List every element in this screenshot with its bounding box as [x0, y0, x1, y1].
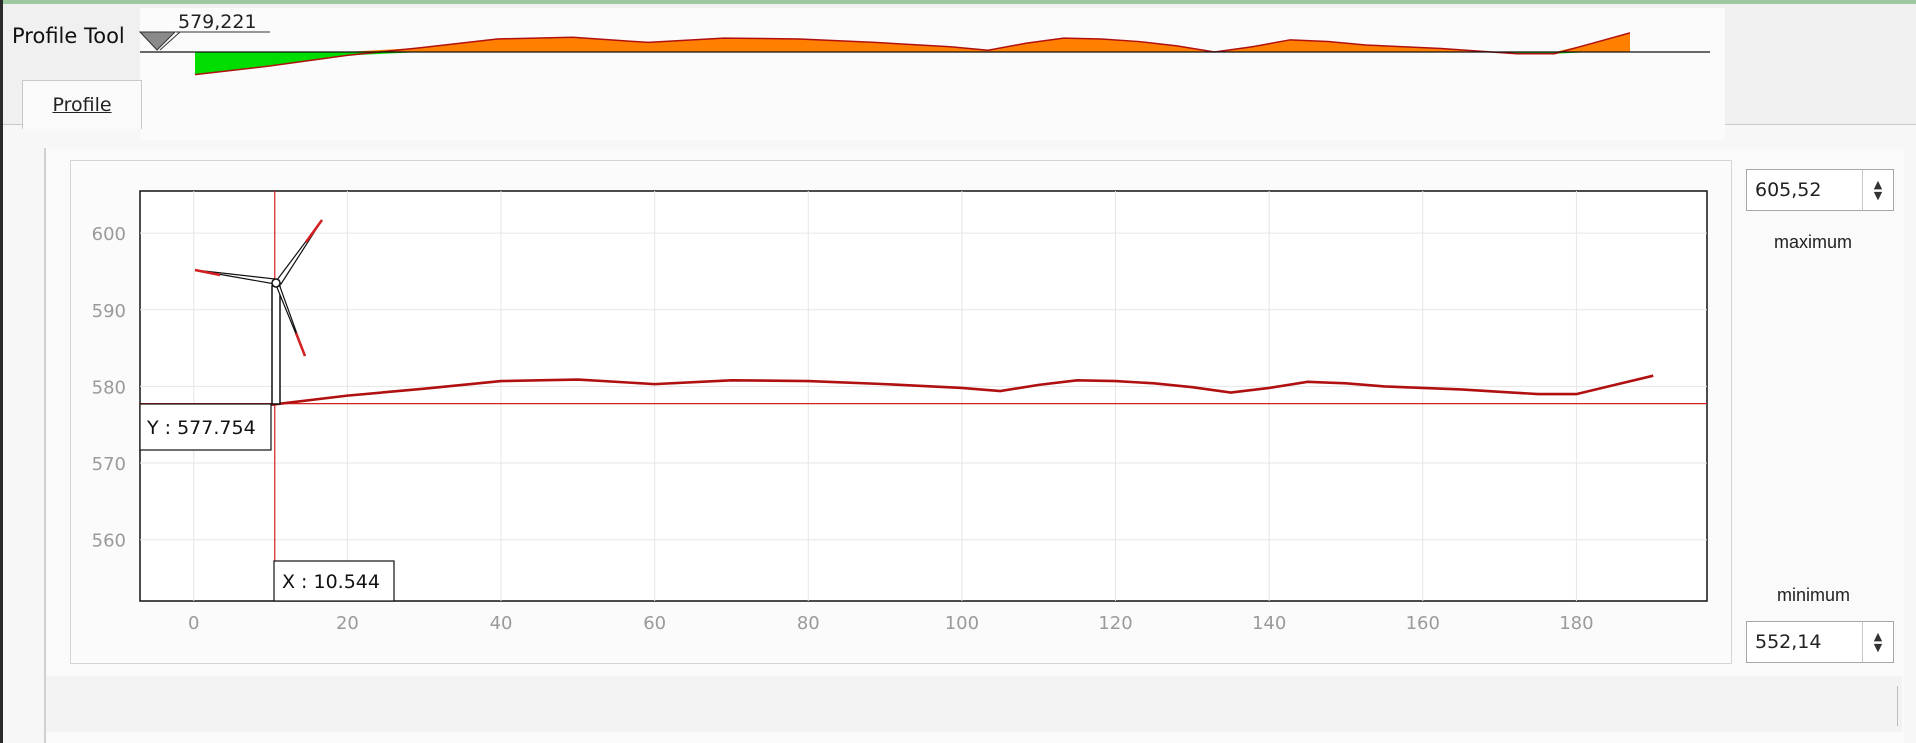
- x-readout-box: X : 10.544: [273, 560, 395, 602]
- maximum-value[interactable]: 605,52: [1755, 179, 1822, 201]
- x-tick-label: 120: [1098, 613, 1132, 634]
- minimum-spinbox[interactable]: 552,14 ▲ ▼: [1746, 621, 1894, 663]
- status-strip: [46, 676, 1902, 732]
- plot-area: [139, 190, 1708, 602]
- y-tick-label: 600: [92, 224, 126, 245]
- x-tick-label: 40: [490, 613, 513, 634]
- y-readout-text: Y : 577.754: [146, 417, 256, 439]
- wind-turbine-icon: [194, 219, 324, 405]
- maximum-spin-arrows-icon[interactable]: ▲ ▼: [1862, 170, 1893, 210]
- status-strip-divider: [1897, 686, 1898, 726]
- y-tick-label: 570: [92, 454, 126, 475]
- window-left-edge: [0, 0, 3, 743]
- mini-profile-line: [194, 32, 1631, 76]
- x-tick-label: 80: [797, 613, 820, 634]
- y-tick-label: 560: [92, 531, 126, 552]
- tab-profile[interactable]: Profile: [22, 80, 142, 129]
- tab-profile-label: Profile: [52, 94, 112, 116]
- y-tick-label: 590: [92, 301, 126, 322]
- mini-profile-background: [140, 8, 1725, 140]
- minimum-label: minimum: [1777, 585, 1851, 605]
- mini-profile-below-fill: [195, 52, 1630, 75]
- elevation-leader: [159, 31, 181, 51]
- y-readout-box: Y : 577.754: [139, 403, 272, 451]
- x-tick-label: 140: [1252, 613, 1286, 634]
- x-readout-text: X : 10.544: [282, 571, 380, 593]
- window-top-edge: [0, 0, 1916, 4]
- cursor-elevation-value: 579,221: [178, 11, 257, 33]
- profile-series-line: [193, 374, 1654, 414]
- minimum-value[interactable]: 552,14: [1755, 631, 1822, 653]
- x-tick-label: 0: [188, 613, 199, 634]
- window-title: Profile Tool: [12, 24, 125, 48]
- x-tick-label: 160: [1406, 613, 1440, 634]
- x-tick-label: 60: [643, 613, 666, 634]
- maximum-spinbox[interactable]: 605,52 ▲ ▼: [1746, 169, 1894, 211]
- maximum-label: maximum: [1774, 232, 1853, 252]
- x-tick-label: 180: [1559, 613, 1593, 634]
- x-tick-label: 100: [945, 613, 979, 634]
- minimum-spin-arrows-icon[interactable]: ▲ ▼: [1862, 622, 1893, 662]
- cursor-marker-icon[interactable]: [138, 31, 177, 51]
- x-tick-label: 20: [336, 613, 359, 634]
- mini-profile-overview: 579,221: [138, 8, 1725, 140]
- y-tick-label: 580: [92, 377, 126, 398]
